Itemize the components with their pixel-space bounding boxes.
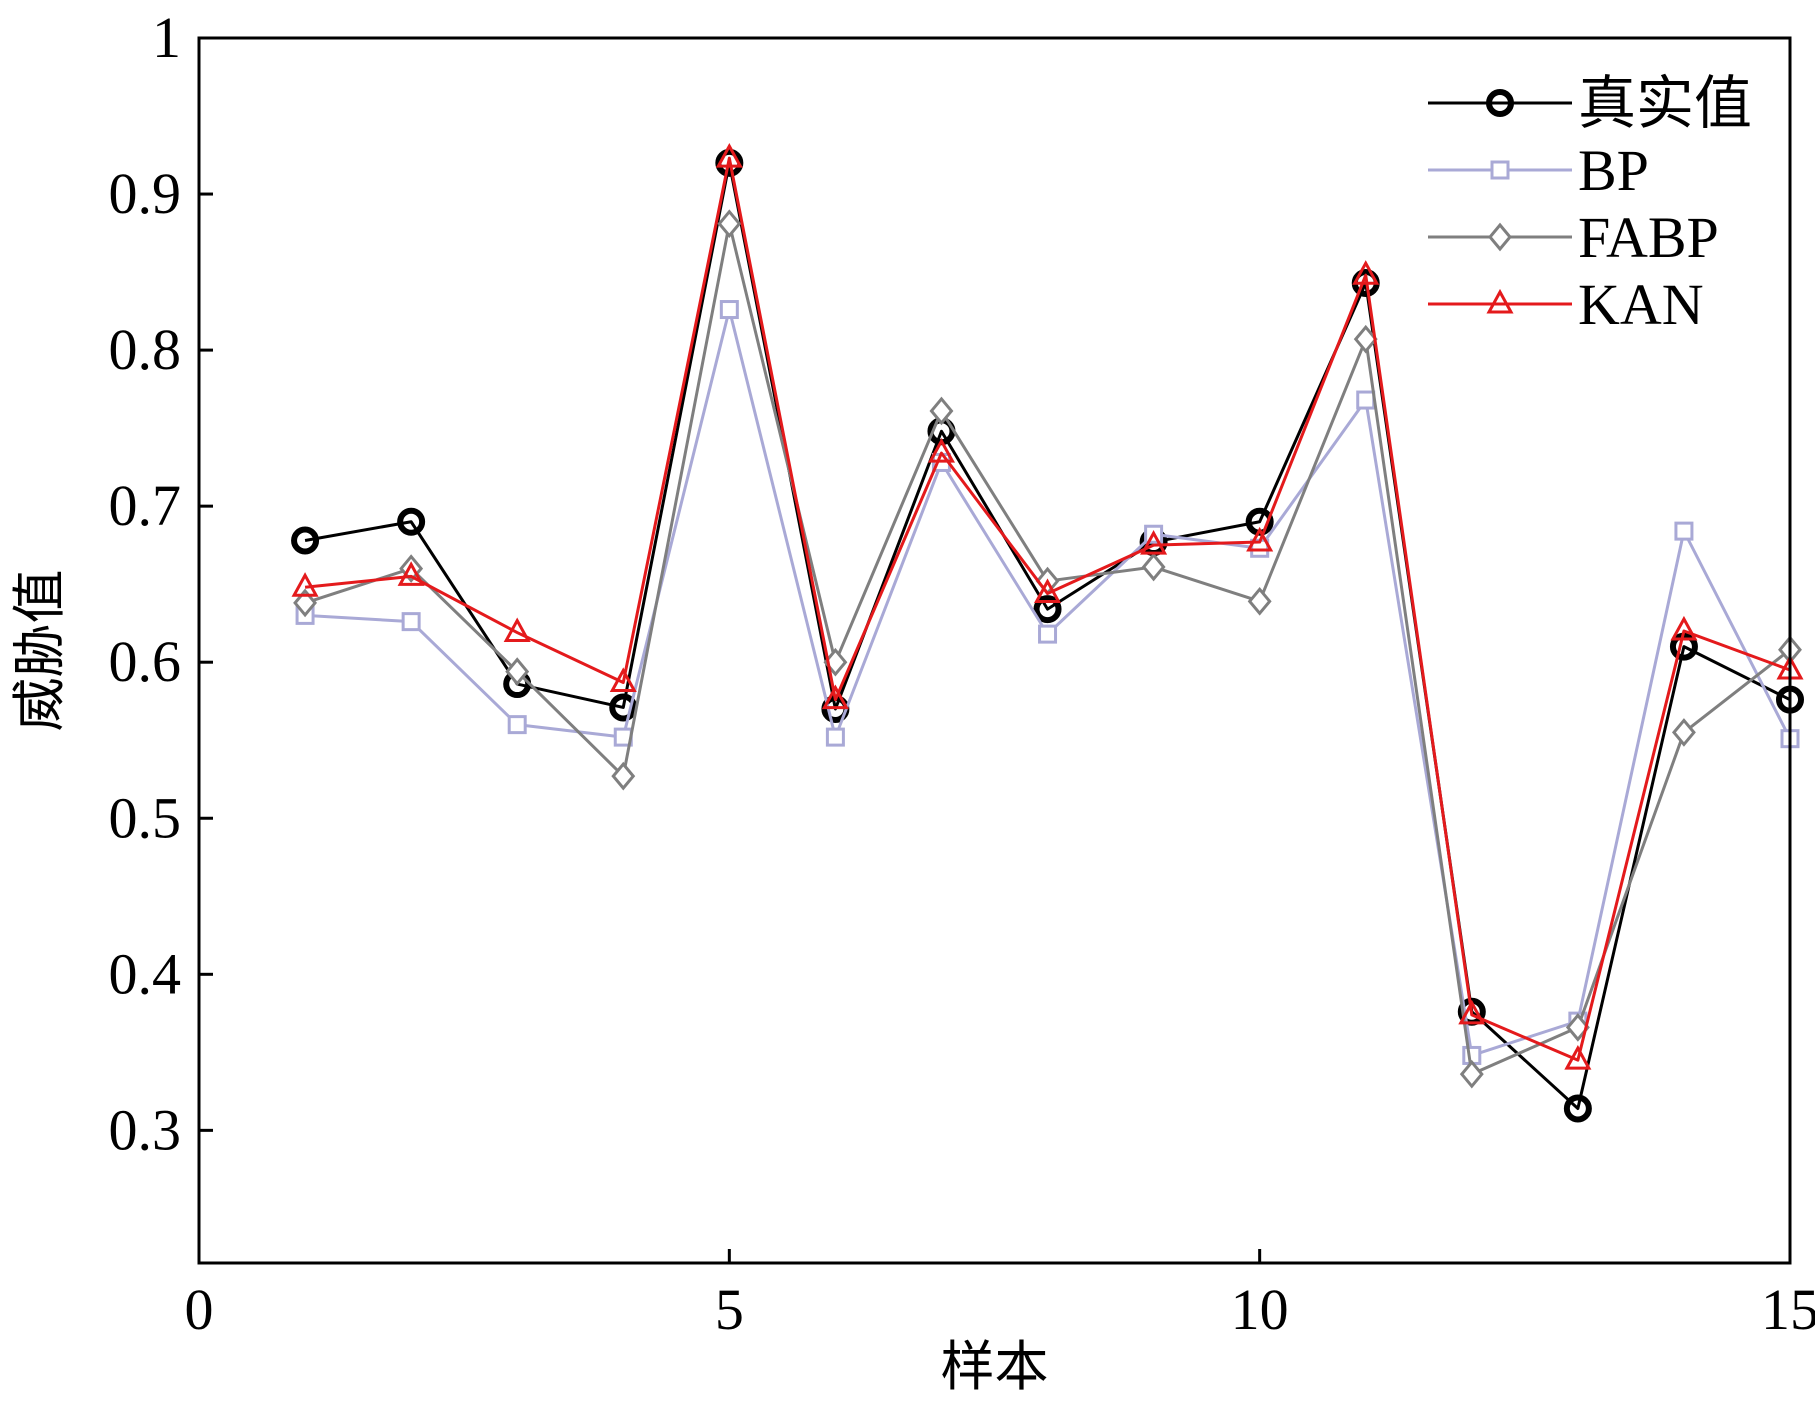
data-point-marker — [1038, 624, 1058, 644]
data-point-marker — [715, 148, 744, 177]
data-point-marker — [825, 727, 845, 747]
series-1 — [295, 300, 1800, 1065]
data-point-marker — [291, 526, 320, 555]
data-point-marker — [1140, 530, 1168, 555]
data-point-marker — [1563, 1094, 1592, 1123]
data-point-marker — [1674, 521, 1694, 541]
legend-marker — [1486, 288, 1514, 314]
y-axis-title: 威胁值 — [8, 570, 71, 732]
data-point-marker — [717, 209, 742, 239]
data-point-marker — [1564, 1045, 1592, 1070]
legend-label: KAN — [1578, 272, 1704, 337]
legend-marker — [1490, 160, 1510, 180]
series-layer — [291, 143, 1804, 1123]
y-tick-label: 0.7 — [109, 473, 182, 538]
data-point-marker — [397, 561, 425, 586]
data-point-marker — [401, 612, 421, 632]
y-tick-label: 0.5 — [109, 785, 182, 850]
y-tick-label: 1 — [152, 5, 181, 70]
data-point-marker — [611, 761, 636, 791]
x-tick-label: 10 — [1231, 1277, 1289, 1342]
data-point-marker — [291, 572, 319, 597]
data-point-marker — [609, 693, 638, 722]
data-point-marker — [715, 143, 743, 168]
legend-item: FABP — [1428, 205, 1719, 270]
data-point-marker — [609, 667, 637, 692]
data-point-marker — [397, 507, 426, 536]
series-line — [304, 156, 1791, 1062]
legend-label: 真实值 — [1578, 71, 1752, 136]
series-2 — [293, 209, 1802, 1089]
data-point-marker — [719, 300, 739, 320]
x-axis-title: 样本 — [941, 1335, 1049, 1398]
y-tick-label: 0.8 — [109, 317, 182, 382]
data-point-marker — [927, 437, 956, 463]
x-tick-label: 15 — [1761, 1277, 1815, 1342]
legend-item: KAN — [1428, 272, 1704, 337]
data-point-marker — [293, 588, 318, 618]
legend-label: BP — [1578, 138, 1649, 203]
legend-item: BP — [1428, 138, 1649, 203]
x-tick-label: 0 — [185, 1277, 214, 1342]
series-line — [304, 222, 1791, 1076]
legend-marker — [1486, 89, 1514, 117]
data-point-marker — [1565, 1013, 1590, 1042]
x-tick-label: 5 — [715, 1277, 744, 1342]
series-line — [304, 161, 1791, 1111]
data-point-marker — [1356, 390, 1376, 410]
data-point-marker — [1247, 587, 1272, 616]
legend-marker — [1488, 222, 1512, 252]
series-3 — [291, 143, 1804, 1070]
data-point-marker — [929, 396, 954, 426]
y-tick-label: 0.6 — [109, 629, 182, 694]
data-point-marker — [1033, 595, 1062, 624]
legend-label: FABP — [1578, 205, 1719, 270]
data-point-marker — [1141, 552, 1166, 582]
data-point-marker — [1352, 260, 1380, 285]
data-point-marker — [1033, 578, 1062, 604]
y-tick-label: 0.3 — [109, 1097, 182, 1162]
data-point-marker — [1671, 718, 1696, 747]
data-point-marker — [507, 715, 527, 735]
data-point-marker — [821, 684, 849, 710]
data-point-marker — [1246, 526, 1274, 552]
y-tick-label: 0.4 — [109, 941, 182, 1006]
data-point-marker — [503, 617, 531, 643]
plot-area-frame — [197, 36, 1792, 1265]
y-tick-label: 0.9 — [109, 161, 182, 226]
axis-ticks: 0 5 10 15 0.3 0.4 0.5 0.6 0.7 0.8 0.9 1 — [109, 5, 1815, 1342]
data-point-marker — [505, 657, 530, 686]
data-point-marker — [1458, 999, 1486, 1025]
legend-item: 真实值 — [1428, 71, 1752, 136]
data-point-marker — [1459, 1059, 1484, 1089]
data-point-marker — [1353, 324, 1378, 354]
data-point-marker — [1670, 615, 1698, 641]
